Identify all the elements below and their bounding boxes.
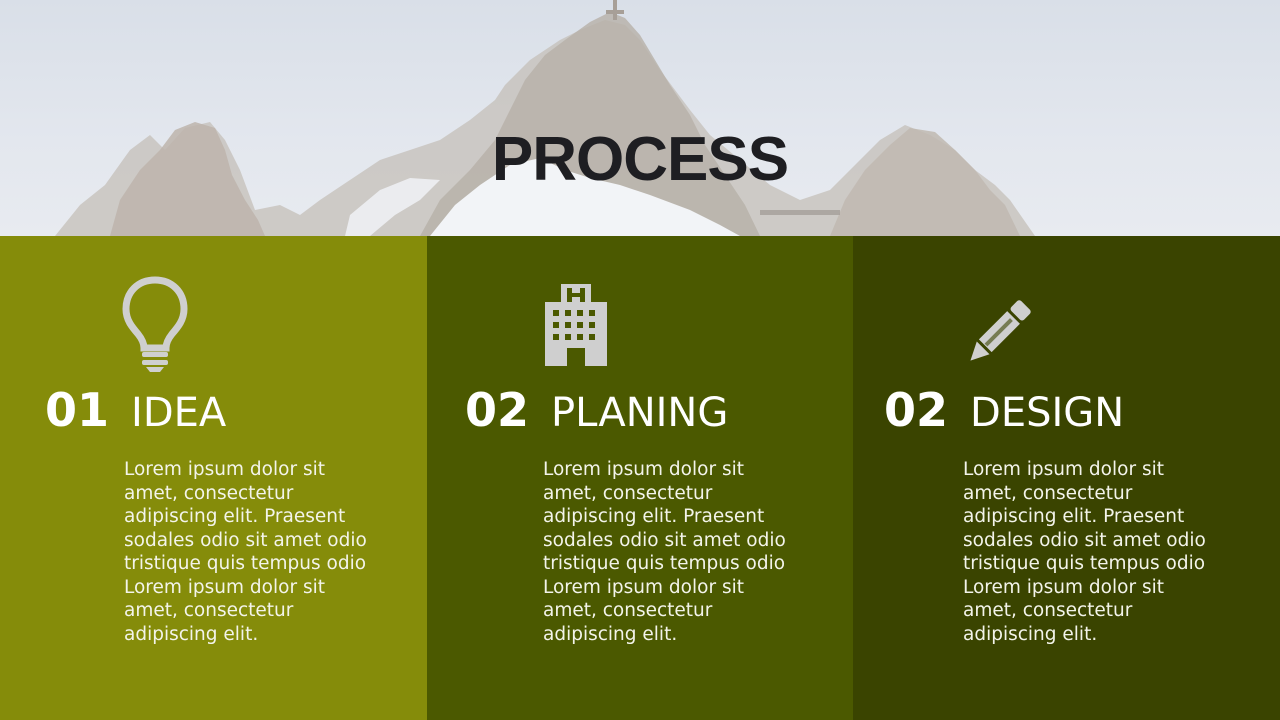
process-steps: 01 IDEA Lorem ipsum dolor sit amet, cons… xyxy=(0,236,1280,720)
step-label: IDEA xyxy=(131,390,227,436)
step-label: DESIGN xyxy=(970,390,1125,436)
step-description: Lorem ipsum dolor sit amet, consectetur … xyxy=(543,459,786,645)
step-heading: 02 DESIGN xyxy=(884,382,1124,441)
hero-mountain-banner: PROCESS xyxy=(0,0,1280,236)
step-number: 01 xyxy=(45,383,110,437)
step-description: Lorem ipsum dolor sit amet, consectetur … xyxy=(124,459,367,645)
step-heading: 01 IDEA xyxy=(45,382,226,441)
step-panel-design: 02 DESIGN Lorem ipsum dolor sit amet, co… xyxy=(853,236,1280,720)
step-panel-idea: 01 IDEA Lorem ipsum dolor sit amet, cons… xyxy=(0,236,427,720)
pencil-icon xyxy=(963,298,1033,394)
step-panel-planing: 02 PLANING Lorem ipsum dolor sit amet, c… xyxy=(427,236,853,720)
mountain-photo-image xyxy=(55,0,1035,236)
step-number: 02 xyxy=(884,383,949,437)
slide-title: PROCESS xyxy=(491,125,789,194)
step-label: PLANING xyxy=(551,390,729,436)
lightbulb-icon xyxy=(122,276,192,372)
step-number: 02 xyxy=(465,383,530,437)
step-heading: 02 PLANING xyxy=(465,382,728,441)
step-description: Lorem ipsum dolor sit amet, consectetur … xyxy=(963,459,1206,645)
hospital-building-icon xyxy=(543,284,613,380)
